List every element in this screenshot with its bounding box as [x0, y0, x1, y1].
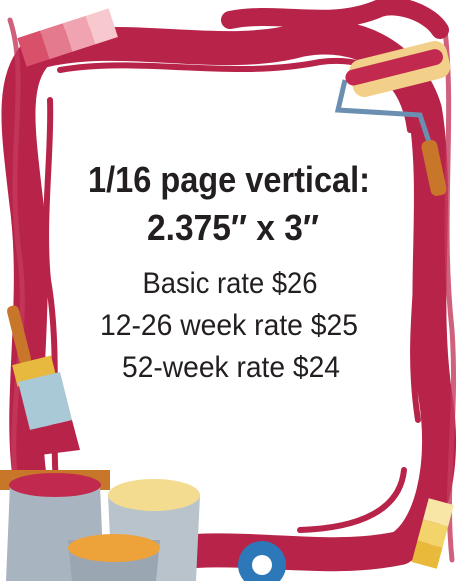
title-line: 1/16 page vertical:	[88, 159, 370, 200]
rate-line: 12-26 week rate $25	[100, 309, 358, 342]
rate-line: Basic rate $26	[143, 267, 318, 300]
rate-line: 52-week rate $24	[122, 351, 340, 384]
ad-page: 1/16 page vertical: 2.375″ x 3″ Basic ra…	[0, 0, 458, 581]
title-line: 2.375″ x 3″	[147, 207, 319, 248]
